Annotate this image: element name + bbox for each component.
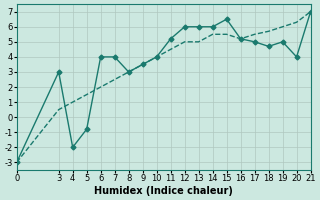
X-axis label: Humidex (Indice chaleur): Humidex (Indice chaleur) (94, 186, 233, 196)
